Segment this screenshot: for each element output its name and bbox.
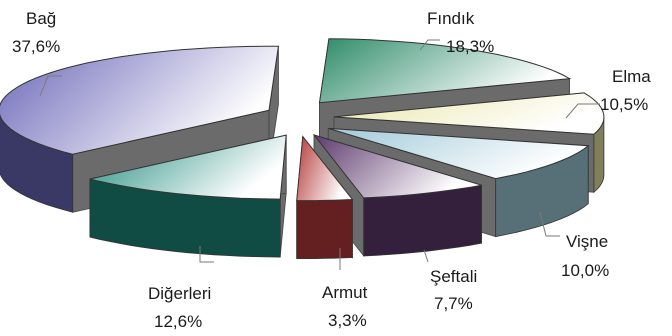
pie-slice-top-elma <box>333 92 605 135</box>
pie-labels: Fındık 18,3% Elma 10,5% Vişne 10,0% Şeft… <box>12 9 651 331</box>
pie-slice-armut <box>296 135 354 260</box>
slice-value-findik: 18,3% <box>446 37 494 56</box>
leader-line-digerleri <box>199 246 214 263</box>
slice-label-findik: Fındık <box>427 9 475 28</box>
leader-line-findik <box>419 39 440 51</box>
slice-value-elma: 10,5% <box>600 95 648 114</box>
slice-label-armut: Armut <box>322 283 368 302</box>
leader-line-elma <box>565 103 600 119</box>
pie-slice-top-visne <box>328 127 590 180</box>
slice-label-bag: Bağ <box>26 9 56 28</box>
slice-label-elma: Elma <box>612 67 651 86</box>
leader-line-bag <box>39 75 62 97</box>
leader-line-visne <box>539 211 560 237</box>
slice-value-digerleri: 12,6% <box>154 312 202 331</box>
slice-label-seftali: Şeftali <box>430 267 477 286</box>
slice-label-digerleri: Diğerleri <box>148 284 211 303</box>
pie-slices <box>0 38 605 260</box>
slice-value-seftali: 7,7% <box>434 294 473 313</box>
pie-slice-top-bag <box>0 45 279 155</box>
slice-value-armut: 3,3% <box>328 311 367 330</box>
pie-slice-top-armut <box>296 135 354 202</box>
pie-slice-top-seftali <box>312 134 482 199</box>
pie-slice-digerleri <box>89 134 287 258</box>
pie-slice-side-armut <box>296 199 353 260</box>
slice-label-visne: Vişne <box>566 232 608 251</box>
leader-line-seftali <box>423 249 429 263</box>
slice-value-visne: 10,0% <box>561 261 609 280</box>
pie-slice-top-digerleri <box>89 134 287 200</box>
slice-value-bag: 37,6% <box>12 37 60 56</box>
pie-slice-top-findik <box>318 38 572 104</box>
